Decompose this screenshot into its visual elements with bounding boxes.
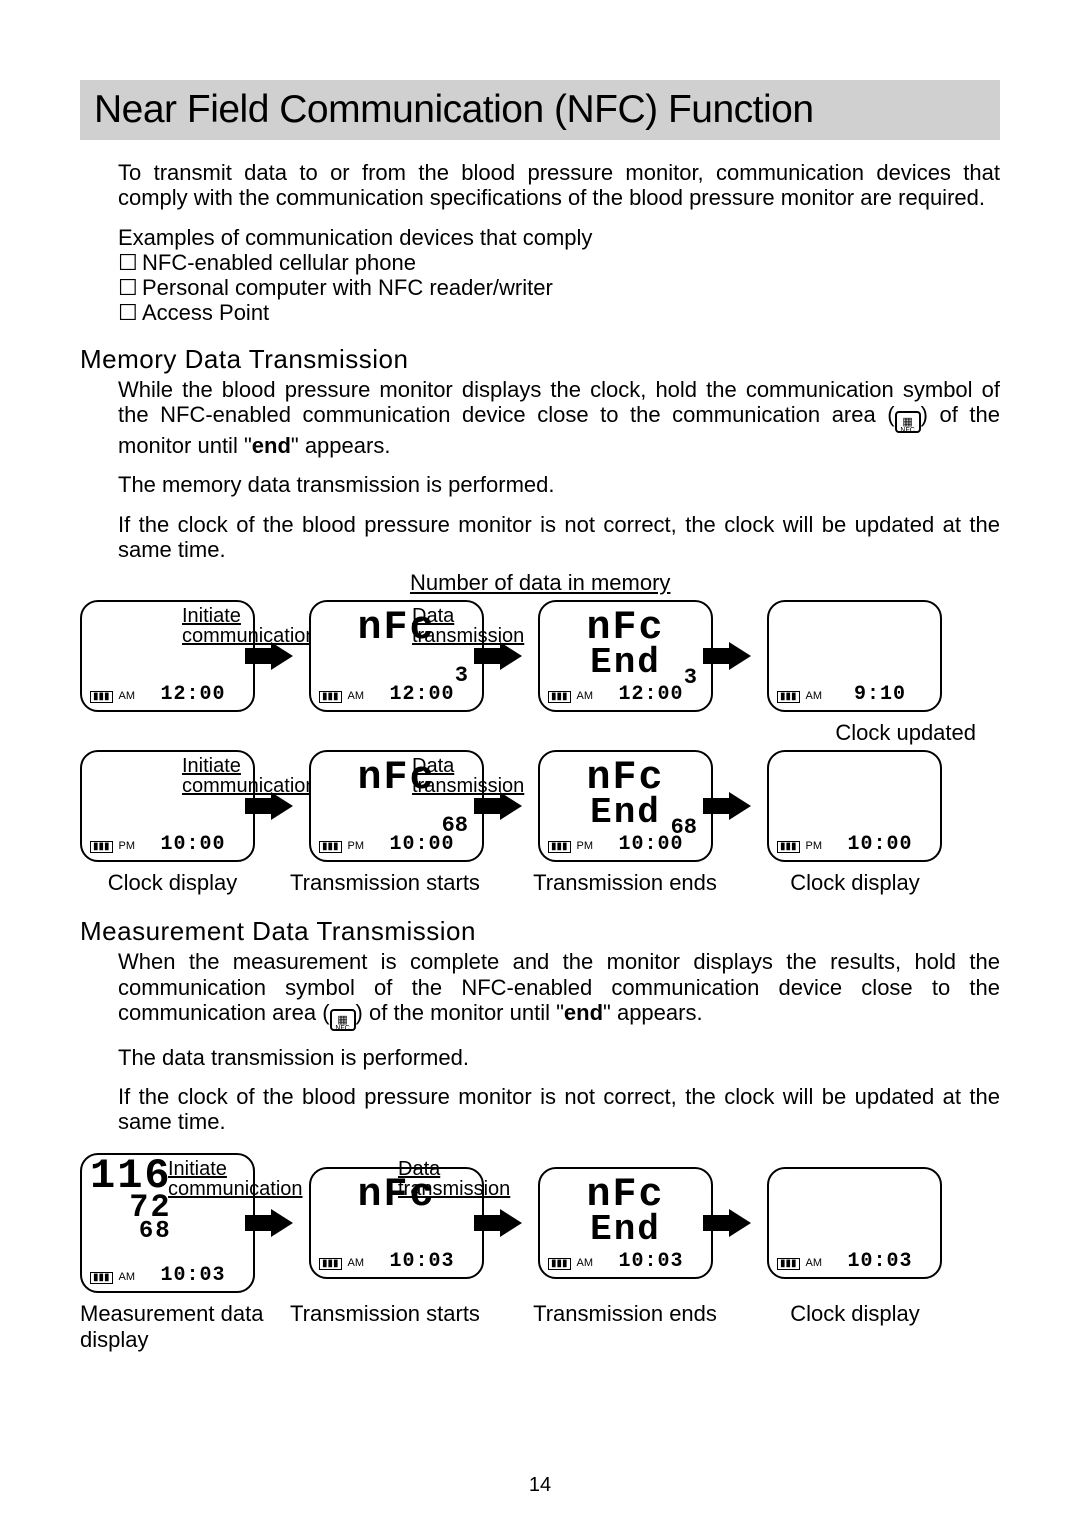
arrow-icon (729, 792, 751, 820)
title-banner: Near Field Communication (NFC) Function (80, 80, 1000, 140)
label-initiate: Initiatecommunication (182, 756, 317, 796)
battery-icon: ▮▮▮ (319, 691, 342, 703)
diagram-row-2: ▮▮▮PM10:00 Initiatecommunication nFc 68 … (80, 750, 1000, 862)
examples-block: Examples of communication devices that c… (118, 225, 1000, 326)
lcd-box: nFc End 68 ▮▮▮PM10:00 (538, 750, 713, 862)
arrow-icon (500, 642, 522, 670)
intro-paragraph: To transmit data to or from the blood pr… (118, 160, 1000, 211)
examples-heading: Examples of communication devices that c… (118, 225, 1000, 250)
list-item: ☐NFC-enabled cellular phone (118, 250, 1000, 275)
diagram-captions-2: Measurement datadisplay Transmission sta… (80, 1301, 1000, 1353)
label-initiate: Initiatecommunication (182, 606, 317, 646)
diagram-row-1: ▮▮▮AM12:00 Initiatecommunication nFc 3 ▮… (80, 600, 1000, 712)
list-item: ☐Personal computer with NFC reader/write… (118, 275, 1000, 300)
battery-icon: ▮▮▮ (777, 691, 800, 703)
section2-para1: When the measurement is complete and the… (118, 949, 1000, 1031)
arrow-icon (500, 1209, 522, 1237)
nfc-icon: ▦ (895, 411, 921, 433)
label-initiate: Initiatecommunication (168, 1159, 303, 1199)
arrow-icon (729, 1209, 751, 1237)
battery-icon: ▮▮▮ (90, 841, 113, 853)
lcd-box: nFc End 3 ▮▮▮AM12:00 (538, 600, 713, 712)
caption-number-of-data: Number of data in memory (410, 570, 1000, 596)
section1-para3: If the clock of the blood pressure monit… (118, 512, 1000, 563)
lcd-box: nFc End ▮▮▮AM10:03 (538, 1167, 713, 1279)
battery-icon: ▮▮▮ (90, 1272, 113, 1284)
section2-para2: The data transmission is performed. (118, 1045, 1000, 1070)
lcd-box: ▮▮▮AM10:03 (767, 1167, 942, 1279)
battery-icon: ▮▮▮ (548, 691, 571, 703)
arrow-icon (271, 792, 293, 820)
arrow-icon (271, 642, 293, 670)
battery-icon: ▮▮▮ (319, 1258, 342, 1270)
battery-icon: ▮▮▮ (777, 841, 800, 853)
arrow-icon (271, 1209, 293, 1237)
diagram-row-3: 116 72 68 ▮▮▮AM10:03 Initiatecommunicati… (80, 1153, 1000, 1293)
diagram-captions-1: Clock display Transmission starts Transm… (80, 870, 1000, 896)
label-transmit: Datatransmission (412, 606, 524, 646)
arrow-icon (729, 642, 751, 670)
battery-icon: ▮▮▮ (90, 691, 113, 703)
section1-para2: The memory data transmission is performe… (118, 472, 1000, 497)
list-item: ☐Access Point (118, 300, 1000, 325)
section-heading-measurement: Measurement Data Transmission (80, 916, 1000, 947)
battery-icon: ▮▮▮ (777, 1258, 800, 1270)
nfc-icon: ▦ (330, 1009, 356, 1031)
section-heading-memory: Memory Data Transmission (80, 344, 1000, 375)
page-number: 14 (0, 1474, 1080, 1497)
arrow-icon (500, 792, 522, 820)
battery-icon: ▮▮▮ (548, 841, 571, 853)
section2-para3: If the clock of the blood pressure monit… (118, 1084, 1000, 1135)
label-transmit: Datatransmission (412, 756, 524, 796)
section1-para1: While the blood pressure monitor display… (118, 377, 1000, 459)
caption-clock-updated: Clock updated (80, 720, 976, 746)
lcd-box: ▮▮▮AM9:10 (767, 600, 942, 712)
lcd-box: ▮▮▮PM10:00 (767, 750, 942, 862)
battery-icon: ▮▮▮ (548, 1258, 571, 1270)
label-transmit: Datatransmission (398, 1159, 510, 1199)
battery-icon: ▮▮▮ (319, 841, 342, 853)
page-title: Near Field Communication (NFC) Function (94, 88, 986, 132)
